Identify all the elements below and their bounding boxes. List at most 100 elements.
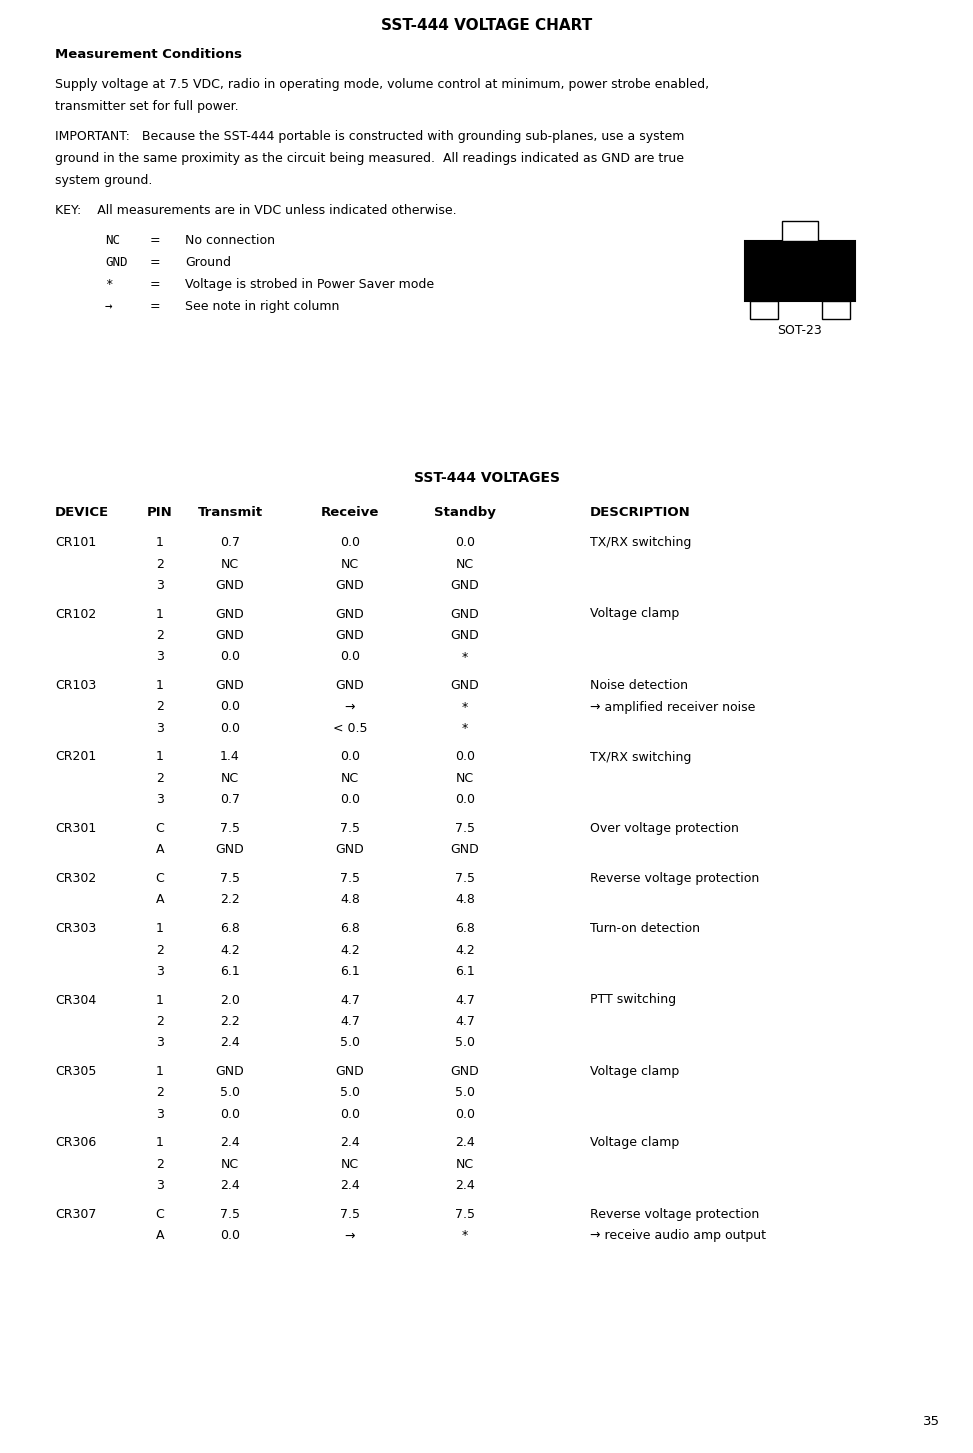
Text: 5.0: 5.0 [340,1036,360,1049]
Text: 2: 2 [156,772,163,785]
Text: 0.0: 0.0 [455,793,475,806]
Text: 7.5: 7.5 [340,822,360,835]
Text: 4.2: 4.2 [455,943,475,956]
Text: C: C [156,872,164,885]
Text: SST-444 VOLTAGE CHART: SST-444 VOLTAGE CHART [380,17,593,33]
Text: 3: 3 [156,965,163,978]
Text: 1: 1 [156,1136,163,1149]
Text: NC: NC [105,234,120,247]
Text: Voltage clamp: Voltage clamp [590,607,679,620]
Text: GND: GND [216,844,244,856]
Text: 0.0: 0.0 [455,751,475,763]
Bar [782,221,818,241]
Text: CR305: CR305 [55,1065,96,1078]
Text: Transmit: Transmit [198,506,263,519]
Text: *: * [462,1229,468,1242]
Text: 2.4: 2.4 [220,1036,240,1049]
Text: 4.2: 4.2 [220,943,240,956]
Text: KEY:    All measurements are in VDC unless indicated otherwise.: KEY: All measurements are in VDC unless … [55,203,456,216]
Text: 1: 1 [156,536,163,549]
Text: DESCRIPTION: DESCRIPTION [590,506,691,519]
Text: 2.4: 2.4 [220,1136,240,1149]
Text: 6.8: 6.8 [340,923,360,934]
Text: 35: 35 [923,1415,940,1428]
Text: 4.7: 4.7 [340,994,360,1007]
Text: 1: 1 [761,305,767,315]
Text: NC: NC [341,558,359,571]
Text: GND: GND [336,578,364,591]
Text: GND: GND [450,578,480,591]
Text: PIN: PIN [147,506,173,519]
Text: Voltage clamp: Voltage clamp [590,1065,679,1078]
Text: 3: 3 [156,793,163,806]
Text: =: = [150,299,161,312]
Text: 7.5: 7.5 [340,872,360,885]
Text: NC: NC [341,1158,359,1171]
Text: 2: 2 [156,629,163,642]
Text: 0.0: 0.0 [455,1109,475,1122]
Text: 7.5: 7.5 [455,822,475,835]
Text: CR201: CR201 [55,751,96,763]
Text: 2.4: 2.4 [455,1180,475,1193]
Text: 2.4: 2.4 [455,1136,475,1149]
Text: Reverse voltage protection: Reverse voltage protection [590,1207,759,1221]
Text: 2: 2 [156,558,163,571]
Text: 0.0: 0.0 [220,700,240,713]
Text: 4.7: 4.7 [340,1016,360,1029]
Text: → receive audio amp output: → receive audio amp output [590,1229,766,1242]
Text: 0.0: 0.0 [220,1229,240,1242]
Text: →: → [105,299,113,312]
Text: Standby: Standby [434,506,496,519]
Text: 2: 2 [156,1016,163,1029]
Text: GND: GND [216,1065,244,1078]
Text: 2: 2 [156,943,163,956]
Text: CR101: CR101 [55,536,96,549]
Text: GND: GND [336,607,364,620]
Text: NC: NC [456,558,474,571]
Text: 1: 1 [156,751,163,763]
Text: TX/RX switching: TX/RX switching [590,751,692,763]
Text: NC: NC [456,1158,474,1171]
Text: Voltage clamp: Voltage clamp [590,1136,679,1149]
Text: NC: NC [221,1158,239,1171]
Text: 0.0: 0.0 [340,793,360,806]
Text: 4.7: 4.7 [455,994,475,1007]
Text: 4.8: 4.8 [455,894,475,907]
Text: CR301: CR301 [55,822,96,835]
Text: GND: GND [450,629,480,642]
Text: 0.0: 0.0 [340,751,360,763]
Text: →: → [344,1229,355,1242]
Text: SST-444 VOLTAGES: SST-444 VOLTAGES [414,471,559,485]
Text: 2.4: 2.4 [341,1136,360,1149]
Bar [745,241,855,301]
Text: 3: 3 [156,722,163,735]
Text: Reverse voltage protection: Reverse voltage protection [590,872,759,885]
Text: Over voltage protection: Over voltage protection [590,822,739,835]
Text: NC: NC [341,772,359,785]
Text: GND: GND [336,1065,364,1078]
Text: NC: NC [221,772,239,785]
Text: 7.5: 7.5 [220,822,240,835]
Text: 3: 3 [156,578,163,591]
Text: 7.5: 7.5 [455,872,475,885]
Text: ground in the same proximity as the circuit being measured.  All readings indica: ground in the same proximity as the circ… [55,153,684,166]
Text: 7.5: 7.5 [220,872,240,885]
Text: 2: 2 [156,700,163,713]
Text: Supply voltage at 7.5 VDC, radio in operating mode, volume control at minimum, p: Supply voltage at 7.5 VDC, radio in oper… [55,78,709,92]
Text: DEVICE: DEVICE [55,506,109,519]
Text: 3: 3 [156,1109,163,1122]
Text: A: A [156,894,164,907]
Text: NC: NC [221,558,239,571]
Text: 4.8: 4.8 [340,894,360,907]
Text: 7.5: 7.5 [455,1207,475,1221]
Text: 2.4: 2.4 [341,1180,360,1193]
Text: *: * [462,700,468,713]
Text: C: C [156,1207,164,1221]
Text: 3: 3 [797,227,803,235]
Text: =: = [150,278,161,291]
Text: NC: NC [456,772,474,785]
Text: 6.8: 6.8 [220,923,240,934]
Text: A: A [156,1229,164,1242]
Bar [750,301,778,320]
Text: 3: 3 [156,651,163,664]
